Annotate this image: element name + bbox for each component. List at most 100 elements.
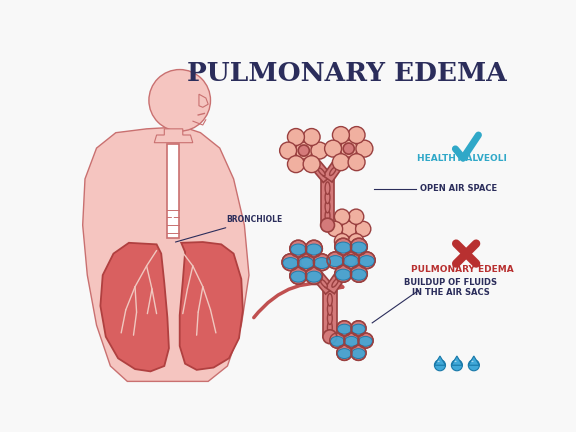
Circle shape xyxy=(305,240,323,257)
Text: BRONCHIOLE: BRONCHIOLE xyxy=(176,215,282,242)
Circle shape xyxy=(335,238,352,255)
Circle shape xyxy=(335,265,352,282)
Circle shape xyxy=(311,142,328,159)
Circle shape xyxy=(303,156,320,173)
Ellipse shape xyxy=(340,152,347,160)
Circle shape xyxy=(287,129,305,146)
Circle shape xyxy=(350,238,367,255)
Text: HEALTHY ALVEOLI: HEALTHY ALVEOLI xyxy=(418,154,507,162)
Circle shape xyxy=(468,360,479,371)
Ellipse shape xyxy=(312,161,319,169)
Ellipse shape xyxy=(291,244,306,255)
Circle shape xyxy=(298,145,309,156)
Ellipse shape xyxy=(325,200,330,213)
Polygon shape xyxy=(468,356,479,365)
Ellipse shape xyxy=(351,269,366,280)
Ellipse shape xyxy=(320,280,327,287)
Text: PULMONARY EDEMA: PULMONARY EDEMA xyxy=(187,61,507,86)
Circle shape xyxy=(348,209,364,224)
Circle shape xyxy=(290,267,307,284)
Polygon shape xyxy=(302,259,334,294)
Ellipse shape xyxy=(343,256,359,267)
Ellipse shape xyxy=(327,321,332,334)
FancyBboxPatch shape xyxy=(166,144,179,238)
Polygon shape xyxy=(452,356,463,365)
Circle shape xyxy=(301,257,312,268)
Polygon shape xyxy=(199,94,208,107)
Circle shape xyxy=(342,221,357,237)
Ellipse shape xyxy=(325,191,330,203)
Ellipse shape xyxy=(327,312,332,324)
Ellipse shape xyxy=(344,337,358,346)
Ellipse shape xyxy=(306,154,313,162)
Circle shape xyxy=(332,154,350,171)
Circle shape xyxy=(327,252,344,269)
Ellipse shape xyxy=(309,265,316,273)
Circle shape xyxy=(325,140,342,157)
Circle shape xyxy=(282,254,299,271)
Circle shape xyxy=(348,154,365,171)
Circle shape xyxy=(332,127,350,143)
Circle shape xyxy=(337,345,352,360)
Ellipse shape xyxy=(328,256,343,267)
Circle shape xyxy=(356,140,373,157)
Circle shape xyxy=(348,234,364,249)
Circle shape xyxy=(350,265,367,282)
Circle shape xyxy=(452,360,463,371)
Ellipse shape xyxy=(454,361,457,362)
Ellipse shape xyxy=(325,210,330,222)
Circle shape xyxy=(355,221,371,237)
Ellipse shape xyxy=(318,168,325,176)
Polygon shape xyxy=(323,146,353,182)
Circle shape xyxy=(149,70,210,131)
Circle shape xyxy=(305,267,323,284)
Polygon shape xyxy=(180,242,243,370)
Ellipse shape xyxy=(306,271,321,282)
Ellipse shape xyxy=(306,244,321,255)
Ellipse shape xyxy=(327,303,332,315)
Ellipse shape xyxy=(298,257,314,269)
Circle shape xyxy=(346,255,357,266)
Ellipse shape xyxy=(332,279,339,287)
Ellipse shape xyxy=(283,257,298,269)
Ellipse shape xyxy=(291,271,306,282)
Circle shape xyxy=(343,143,354,154)
Circle shape xyxy=(335,234,350,249)
Circle shape xyxy=(337,321,352,336)
Circle shape xyxy=(351,321,366,336)
Circle shape xyxy=(340,140,357,157)
Ellipse shape xyxy=(471,361,473,362)
Polygon shape xyxy=(100,243,169,372)
Polygon shape xyxy=(434,356,445,365)
Circle shape xyxy=(287,156,305,173)
Circle shape xyxy=(321,218,335,232)
Ellipse shape xyxy=(314,257,329,269)
Circle shape xyxy=(335,209,350,224)
Circle shape xyxy=(434,360,445,371)
Polygon shape xyxy=(154,129,193,143)
Ellipse shape xyxy=(325,182,330,194)
Circle shape xyxy=(313,254,330,271)
Ellipse shape xyxy=(351,242,366,253)
Ellipse shape xyxy=(438,361,439,362)
Circle shape xyxy=(290,240,307,257)
Polygon shape xyxy=(325,257,355,294)
Ellipse shape xyxy=(338,324,351,334)
Circle shape xyxy=(327,221,343,237)
Ellipse shape xyxy=(359,337,372,346)
Polygon shape xyxy=(83,127,249,381)
Ellipse shape xyxy=(359,256,374,267)
Ellipse shape xyxy=(351,349,365,359)
Circle shape xyxy=(348,127,365,143)
Polygon shape xyxy=(323,291,337,337)
Ellipse shape xyxy=(329,167,336,175)
Ellipse shape xyxy=(331,337,344,346)
Ellipse shape xyxy=(336,242,351,253)
Circle shape xyxy=(303,129,320,146)
Text: BUILDUP OF FLUIDS: BUILDUP OF FLUIDS xyxy=(404,278,497,287)
Text: PULMONARY EDEMA: PULMONARY EDEMA xyxy=(411,265,514,274)
Circle shape xyxy=(344,333,359,348)
Circle shape xyxy=(279,142,297,159)
Ellipse shape xyxy=(336,269,351,280)
Circle shape xyxy=(323,330,337,344)
